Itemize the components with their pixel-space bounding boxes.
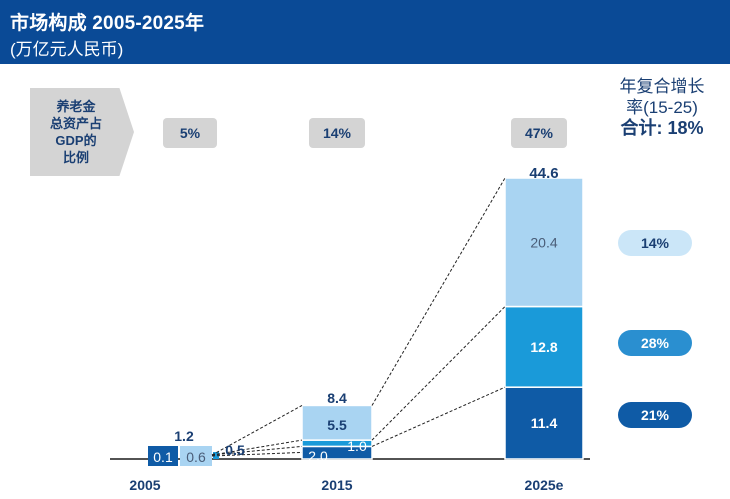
- cagr-title: 年复合增长 率(15-25): [619, 77, 705, 117]
- data-label-2025e-series2: 20.4: [530, 234, 557, 250]
- data-label-2005-series1: 0.6: [186, 449, 206, 465]
- page-title: 市场构成 2005-2025年: [10, 13, 205, 34]
- gdp-ratio-2005: 5%: [163, 118, 217, 148]
- data-label-2025e-series1: 12.8: [530, 339, 557, 355]
- cagr-heading: 年复合增长 率(15-25) 合计: 18%: [600, 76, 724, 139]
- connector-2005-2015-1: [211, 439, 303, 456]
- gdp-ratio-label: 养老金 总资产占 GDP的 比例: [30, 88, 134, 176]
- cagr-pill-middle: 28%: [618, 330, 692, 356]
- connector-2015-2025e-1: [371, 306, 506, 441]
- page-subtitle: (万亿元人民币): [10, 40, 124, 59]
- cagr-pill-bottom: 21%: [618, 402, 692, 428]
- data-label-2025e-series0: 11.4: [531, 415, 558, 431]
- bar-2025e-series0: [504, 386, 584, 460]
- gdp-ratio-2015: 14%: [309, 118, 365, 148]
- bar-2005-series0: [148, 446, 178, 466]
- bar-2015-series2: [301, 404, 373, 441]
- data-label-2015-series2: 5.5: [327, 417, 347, 433]
- gdp-ratio-2025e: 47%: [511, 118, 567, 148]
- gdp-ratio-label-text: 养老金 总资产占 GDP的 比例: [49, 99, 102, 165]
- category-label-2005: 2005: [129, 477, 160, 493]
- category-label-2015: 2015: [321, 477, 352, 493]
- bar-2005-series1: [213, 452, 219, 459]
- connector-2005-2015-3: [211, 451, 303, 457]
- header-banner: 市场构成 2005-2025年 (万亿元人民币): [0, 0, 730, 64]
- connector-2015-2025e-0: [371, 177, 506, 406]
- total-label-2005: 1.2: [174, 428, 194, 444]
- data-label-2005-series0: 0.1: [153, 449, 173, 465]
- data-label-2015-series1: 1.0: [347, 438, 367, 454]
- connector-2005-2015-0: [211, 405, 303, 456]
- data-label-2015-series0: 2.0: [308, 448, 328, 464]
- connector-2015-2025e-2: [371, 386, 506, 447]
- bar-2025e-series1: [504, 305, 584, 388]
- cagr-total: 合计: 18%: [620, 118, 704, 138]
- cagr-pill-top: 14%: [618, 230, 692, 256]
- category-label-2025e: 2025e: [525, 477, 564, 493]
- total-label-2025e: 44.6: [529, 165, 558, 182]
- bar-2025e-series2: [504, 177, 584, 308]
- connector-2005-2015-2: [211, 445, 303, 456]
- total-label-2015: 8.4: [327, 390, 347, 406]
- data-label-2005-series2: 0.5: [225, 442, 245, 458]
- bar-2005-series2: [180, 446, 212, 466]
